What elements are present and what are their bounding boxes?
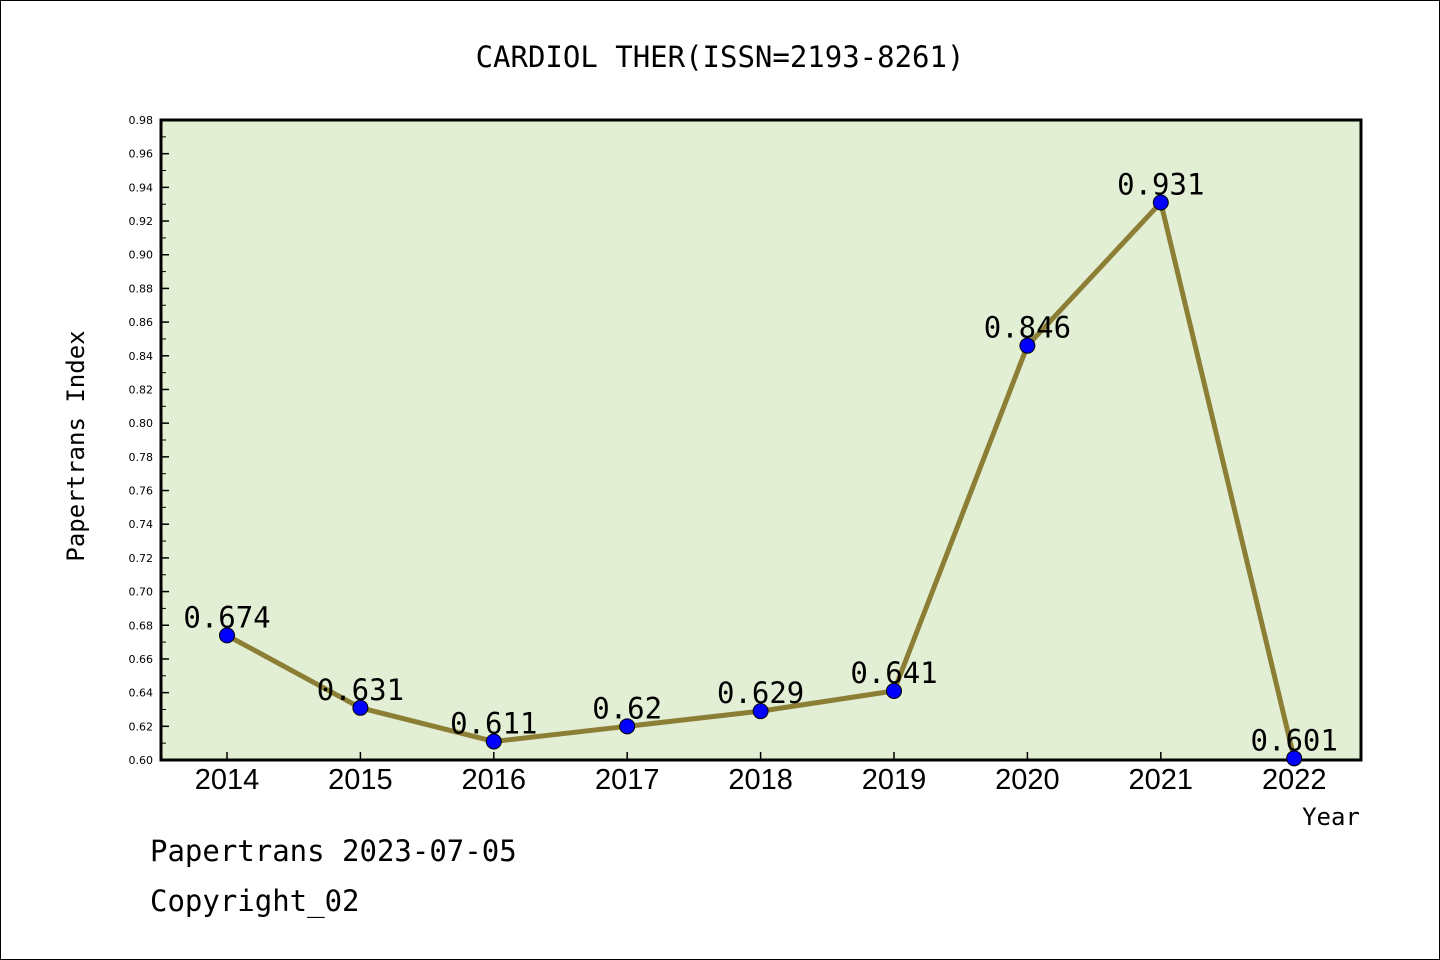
- y-tick-label: 0.88: [129, 282, 154, 295]
- data-point: [219, 627, 235, 644]
- x-tick-label: 2015: [328, 764, 393, 796]
- y-tick-label: 0.90: [129, 249, 154, 262]
- x-tick-label: 2020: [995, 764, 1060, 796]
- y-tick-label: 0.80: [129, 417, 154, 430]
- y-tick-label: 0.62: [129, 720, 154, 733]
- data-label: 0.931: [1117, 168, 1204, 202]
- data-label: 0.674: [183, 600, 270, 634]
- data-label: 0.611: [450, 706, 537, 740]
- y-tick-label: 0.84: [129, 350, 154, 363]
- chart-title: CARDIOL THER(ISSN=2193-8261): [476, 40, 965, 74]
- plot-area: [159, 118, 1363, 762]
- y-tick-label: 0.60: [129, 754, 154, 767]
- y-tick-label: 0.66: [129, 653, 154, 666]
- y-tick-label: 0.76: [129, 485, 154, 498]
- y-tick-label: 0.68: [129, 619, 154, 632]
- data-label: 0.631: [317, 673, 404, 707]
- x-tick-label: 2017: [595, 764, 660, 796]
- y-tick-label: 0.78: [129, 451, 154, 464]
- y-tick-label: 0.82: [129, 383, 154, 396]
- x-tick-label: 2014: [195, 764, 260, 796]
- data-point: [1286, 750, 1303, 767]
- data-point: [619, 718, 636, 735]
- data-point: [1019, 337, 1036, 354]
- x-tick-label: 2018: [728, 764, 793, 796]
- y-tick-label: 0.74: [129, 518, 154, 531]
- x-tick-label: 2022: [1262, 764, 1327, 796]
- data-label: 0.846: [984, 311, 1071, 345]
- x-tick-label: 2016: [462, 764, 527, 796]
- y-tick-label: 0.98: [129, 114, 154, 127]
- y-tick-label: 0.92: [129, 215, 154, 228]
- data-label: 0.629: [717, 676, 804, 710]
- copyright-text: Copyright_02: [150, 884, 360, 918]
- data-point: [886, 682, 902, 699]
- data-point: [352, 699, 369, 716]
- data-point: [752, 703, 769, 720]
- x-axis-label: Year: [1302, 803, 1360, 831]
- data-label: 0.641: [850, 656, 937, 690]
- data-point: [485, 733, 502, 750]
- y-tick-label: 0.64: [129, 687, 154, 700]
- data-label: 0.62: [592, 691, 662, 725]
- x-tick-label: 2019: [862, 764, 927, 796]
- source-date-text: Papertrans 2023-07-05: [150, 834, 517, 868]
- y-tick-label: 0.86: [129, 316, 154, 329]
- y-axis-label: Papertrans Index: [62, 330, 90, 561]
- y-tick-label: 0.96: [129, 148, 154, 161]
- y-tick-label: 0.72: [129, 552, 154, 565]
- y-tick-label: 0.70: [129, 586, 154, 599]
- data-point: [1152, 194, 1169, 211]
- y-tick-label: 0.94: [129, 181, 154, 194]
- data-label: 0.601: [1251, 723, 1338, 757]
- x-tick-label: 2021: [1129, 764, 1194, 796]
